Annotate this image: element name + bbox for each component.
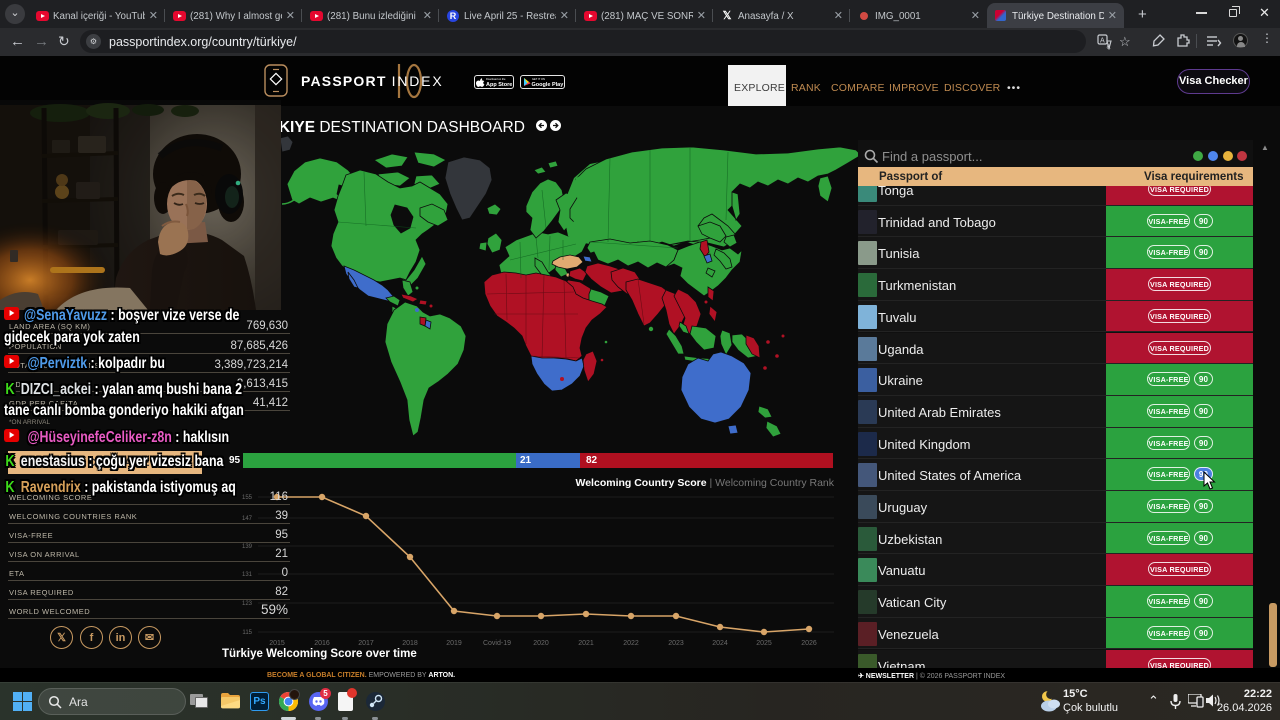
svg-text:a: a xyxy=(1107,44,1111,51)
svg-text:147: 147 xyxy=(242,516,253,522)
svg-text:2021: 2021 xyxy=(578,640,594,647)
svg-text:Google Play: Google Play xyxy=(532,82,565,88)
svg-text:2024: 2024 xyxy=(712,640,728,647)
svg-text:2016: 2016 xyxy=(314,640,330,647)
svg-text:131: 131 xyxy=(242,572,253,578)
svg-text:A: A xyxy=(1100,38,1105,45)
svg-text:App Store: App Store xyxy=(486,82,512,88)
svg-text:2020: 2020 xyxy=(533,640,549,647)
svg-text:2023: 2023 xyxy=(668,640,684,647)
svg-text:2026: 2026 xyxy=(801,640,817,647)
svg-text:123: 123 xyxy=(242,601,253,607)
svg-text:2018: 2018 xyxy=(402,640,418,647)
svg-text:Covid-19: Covid-19 xyxy=(483,640,511,647)
svg-text:2022: 2022 xyxy=(623,640,639,647)
svg-text:139: 139 xyxy=(242,544,253,550)
svg-text:115: 115 xyxy=(242,630,252,636)
svg-text:2015: 2015 xyxy=(269,640,285,647)
svg-text:Download on the: Download on the xyxy=(486,77,506,81)
svg-text:GET IT ON: GET IT ON xyxy=(532,77,545,81)
svg-text:2017: 2017 xyxy=(358,640,374,647)
svg-text:2019: 2019 xyxy=(446,640,462,647)
svg-text:2025: 2025 xyxy=(756,640,772,647)
svg-text:155: 155 xyxy=(242,495,253,501)
